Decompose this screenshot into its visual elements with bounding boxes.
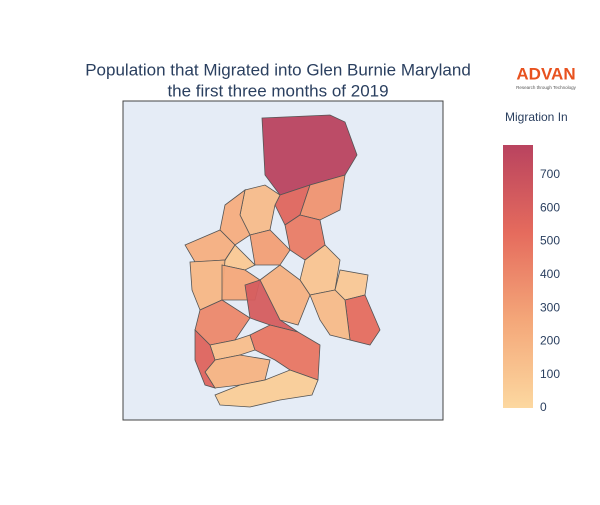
region [249,229,291,266]
colorbar-title: Migration In [505,110,568,124]
region [309,289,351,341]
colorbar-tick-label: 500 [540,234,560,248]
region [214,369,319,408]
colorbar-tick-label: 100 [540,367,560,381]
colorbar-tick-label: 400 [540,267,560,281]
logo-tagline: Research through Technology [516,85,576,90]
colorbar-tick-label: 0 [540,400,547,414]
colorbar-tick-label: 600 [540,200,560,214]
region [194,329,216,389]
logo-name: ADVAN [516,64,575,83]
colorbar-tick-label: 300 [540,300,560,314]
colorbar-tick-label: 700 [540,167,560,181]
chart-title: the first three months of 2019 [167,81,388,100]
colorbar-tick-label: 200 [540,334,560,348]
region [299,174,346,221]
chart-title: Population that Migrated into Glen Burni… [85,60,471,79]
colorbar [503,145,533,408]
